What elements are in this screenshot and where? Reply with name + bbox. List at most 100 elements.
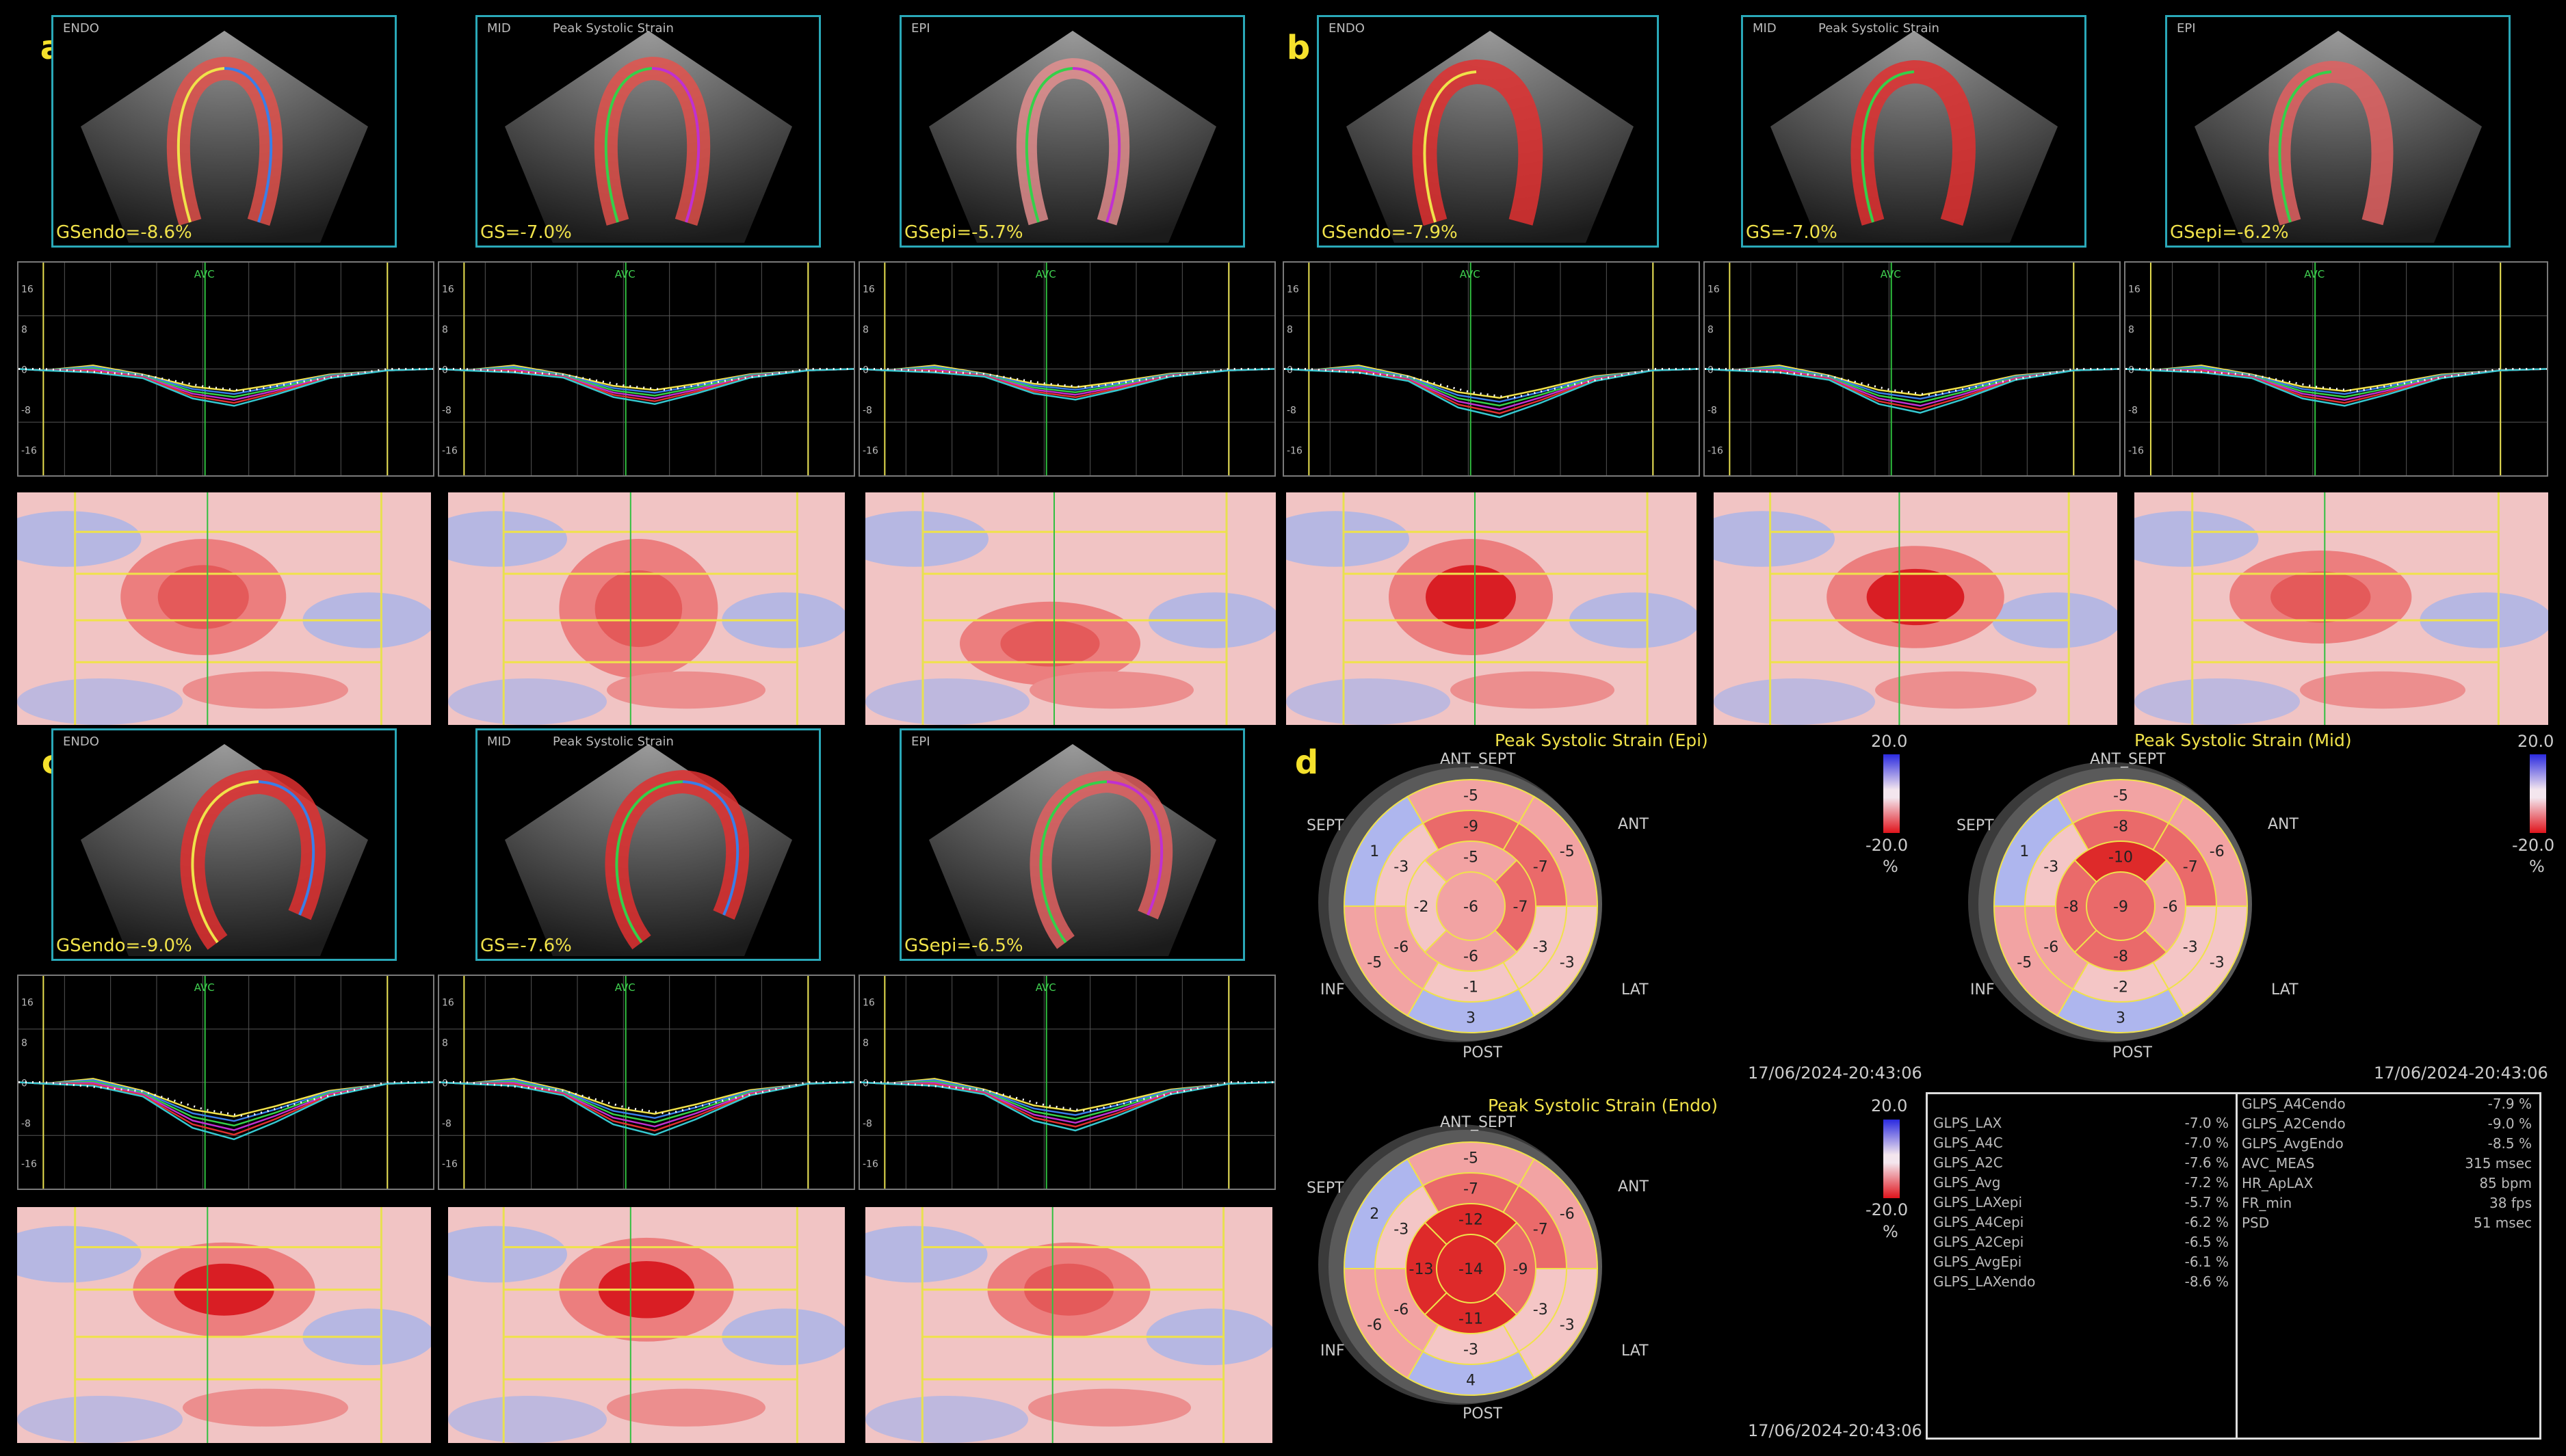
segment-value: -3 xyxy=(1393,1221,1409,1238)
color-scale-bar xyxy=(2530,754,2546,833)
strain-curve-line xyxy=(18,368,434,404)
table-divider xyxy=(2236,1094,2238,1438)
direction-ant: ANT xyxy=(2268,816,2299,833)
axis-tick-label: -16 xyxy=(863,1159,878,1170)
strain-curve-plot: AVC 16 8 0 -8 -16 xyxy=(438,976,854,1189)
axis-tick-label: -16 xyxy=(2128,446,2144,457)
avc-label: AVC xyxy=(194,268,215,280)
axis-tick-label: 16 xyxy=(21,997,34,1008)
layer-label: EPI xyxy=(911,734,930,749)
echo-view-c-mid: MID Peak Systolic Strain GS=-7.6% xyxy=(475,728,821,961)
strain-curve-plot: AVC 16 8 0 -8 -16 xyxy=(18,263,434,475)
strain-curve-a-mid: AVC 16 8 0 -8 -16 xyxy=(438,261,855,477)
strain-curve-line xyxy=(859,1081,1275,1132)
segment-value: -2 xyxy=(2113,979,2128,996)
layer-label: ENDO xyxy=(1328,21,1365,36)
average-curve-line xyxy=(439,1081,854,1115)
scale-max: 20.0 xyxy=(2517,732,2554,751)
avc-label: AVC xyxy=(615,268,636,280)
direction-ant: ANT xyxy=(1618,1178,1649,1195)
axis-tick-label: -16 xyxy=(1287,446,1302,457)
echo-image xyxy=(1346,31,1634,243)
segment-value: 2 xyxy=(1370,1206,1379,1223)
color-scale-bar xyxy=(1883,1120,1900,1198)
segment-value: -7 xyxy=(1513,899,1528,916)
direction-sept: SEPT xyxy=(1307,817,1344,834)
low-strain-region xyxy=(17,1396,183,1443)
measure-name: GLPS_A2Cendo xyxy=(2242,1115,2346,1132)
strain-map-c-mid xyxy=(424,1207,849,1443)
direction-inf: INF xyxy=(1320,981,1345,998)
global-strain-value: GS=-7.0% xyxy=(1746,222,1837,243)
strain-map-image xyxy=(424,1207,849,1443)
average-curve-line xyxy=(1284,368,1699,399)
strain-map-image xyxy=(0,492,436,725)
axis-tick-label: -16 xyxy=(863,446,878,457)
strain-map-image xyxy=(0,1207,436,1443)
strain-curve-line xyxy=(2125,368,2548,407)
measure-name: GLPS_A2Cepi xyxy=(1933,1234,2024,1250)
measure-value: -6.1 % xyxy=(2184,1254,2229,1270)
table-row: GLPS_A2Cepi -6.5 % xyxy=(1928,1234,2234,1254)
segment-value: 1 xyxy=(1370,843,1379,860)
measure-value: -7.2 % xyxy=(2184,1174,2229,1191)
segment-value: -3 xyxy=(1533,939,1548,956)
axis-tick-label: -16 xyxy=(442,1159,458,1170)
bullseye-title-endo: Peak Systolic Strain (Endo) xyxy=(1488,1096,1718,1115)
global-strain-value: GSendo=-9.0% xyxy=(56,936,192,956)
segment-value: -3 xyxy=(2210,954,2225,971)
strain-curve-line xyxy=(18,368,434,407)
segment-value: -6 xyxy=(1463,949,1478,966)
measure-name: HR_ApLAX xyxy=(2242,1175,2314,1191)
strain-curve-line xyxy=(859,1081,1275,1128)
avc-label: AVC xyxy=(194,981,215,994)
table-row: GLPS_LAXendo -8.6 % xyxy=(1928,1273,2234,1293)
measure-name: GLPS_Avg xyxy=(1933,1174,2001,1191)
axis-tick-label: 0 xyxy=(863,365,869,376)
strain-curve-line xyxy=(2125,368,2548,404)
echo-image xyxy=(929,31,1216,243)
measure-value: -8.5 % xyxy=(2487,1135,2532,1152)
axis-tick-label: -8 xyxy=(442,1119,451,1130)
axis-tick-label: -8 xyxy=(1287,406,1296,416)
timestamp: 17/06/2024-20:43:06 xyxy=(2374,1063,2548,1083)
measure-name: GLPS_A2C xyxy=(1933,1154,2003,1171)
axis-tick-label: 8 xyxy=(442,1037,448,1048)
table-row: GLPS_LAXepi -5.7 % xyxy=(1928,1194,2234,1214)
global-strain-value: GSendo=-8.6% xyxy=(56,222,192,243)
strain-curve-line xyxy=(1704,368,2120,414)
bullseye-title-epi: Peak Systolic Strain (Epi) xyxy=(1495,730,1708,750)
high-strain-region xyxy=(183,1388,348,1427)
measure-value: -6.2 % xyxy=(2184,1214,2229,1230)
segment-value: -7 xyxy=(1463,1181,1478,1198)
bullseye-mid: -5 -6 -3 3 -5 1 -8 -7 -3 -2 -6 -3 -10 -6 -8 -8 -9 xyxy=(1968,762,2252,1042)
strain-map-image xyxy=(2109,492,2553,725)
segment-value: -6 xyxy=(2043,939,2058,956)
bullseye-endo: -5 -6 -3 4 -6 2 -7 -7 -3 -3 -6 -3 -12 -9 -11 -13 -14 xyxy=(1318,1124,1602,1405)
segment-value: -1 xyxy=(1463,979,1478,996)
direction-post: POST xyxy=(2112,1044,2152,1061)
table-row: GLPS_A2C -7.6 % xyxy=(1928,1154,2234,1174)
segment-value: -5 xyxy=(2017,954,2032,971)
measure-value: -7.0 % xyxy=(2184,1135,2229,1151)
echo-view-b-mid: MID Peak Systolic Strain GS=-7.0% xyxy=(1741,15,2086,248)
measurements-table: GLPS_LAX -7.0 % GLPS_A4C -7.0 % GLPS_A2C -7… xyxy=(1926,1092,2541,1440)
layer-label: MID xyxy=(487,734,511,749)
global-strain-value: GSepi=-5.7% xyxy=(904,222,1023,243)
low-strain-region xyxy=(0,1226,142,1283)
strain-curve-plot: AVC 16 8 0 -8 -16 xyxy=(2125,263,2548,475)
table-row: GLPS_A4Cendo -7.9 % xyxy=(2238,1096,2539,1115)
axis-tick-label: 16 xyxy=(2128,284,2140,295)
measure-name: GLPS_AvgEpi xyxy=(1933,1254,2022,1270)
strain-map-b-mid xyxy=(1689,492,2121,725)
strain-map-b-epi xyxy=(2109,492,2553,725)
avc-label: AVC xyxy=(1036,981,1056,994)
echo-view-b-epi: EPI GSepi=-6.2% xyxy=(2165,15,2511,248)
axis-tick-label: -16 xyxy=(21,446,37,457)
average-curve-line xyxy=(439,368,854,391)
strain-map-image xyxy=(1689,492,2121,725)
axis-tick-label: -8 xyxy=(21,406,31,416)
table-row: FR_min 38 fps xyxy=(2238,1195,2539,1215)
segment-value: -13 xyxy=(1409,1261,1434,1278)
table-column-right: GLPS_A4Cendo -7.9 % GLPS_A2Cendo -9.0 % GL… xyxy=(2238,1096,2539,1246)
